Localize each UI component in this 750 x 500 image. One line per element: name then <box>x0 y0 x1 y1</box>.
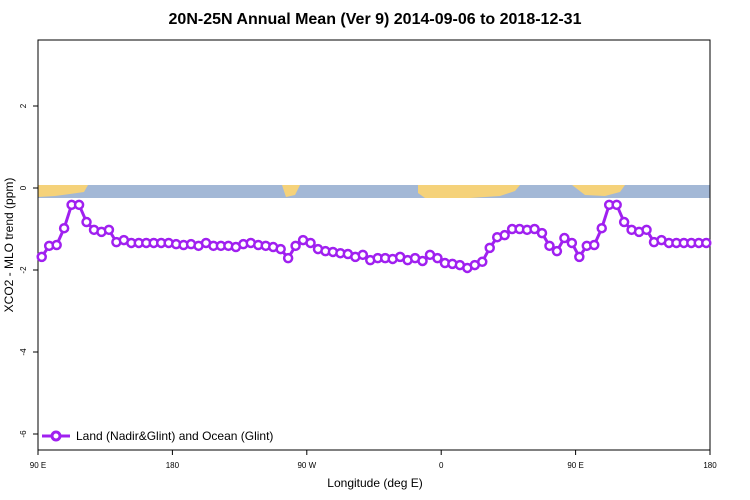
data-point <box>566 237 578 249</box>
data-point <box>701 237 712 249</box>
x-tick-label: 180 <box>703 461 717 470</box>
data-point <box>275 243 286 255</box>
data-point <box>574 251 585 263</box>
data-point <box>290 240 301 252</box>
data-point <box>641 224 652 236</box>
data-point <box>499 229 510 241</box>
land <box>418 185 520 198</box>
land-ocean-strip <box>38 185 710 198</box>
land <box>38 185 88 197</box>
x-tick-label: 90 E <box>567 461 583 470</box>
data-point <box>282 252 294 264</box>
data-point <box>618 216 630 228</box>
y-axis-label: XCO2 - MLO trend (ppm) <box>2 178 16 313</box>
data-point <box>73 199 85 211</box>
data-point <box>36 251 47 263</box>
y-tick-label: -4 <box>19 348 28 356</box>
y-tick-label: -2 <box>19 266 28 274</box>
ocean <box>38 185 710 198</box>
legend-label: Land (Nadir&Glint) and Ocean (Glint) <box>76 429 273 443</box>
data-point <box>559 232 570 244</box>
data-point <box>611 199 622 211</box>
data-point <box>357 249 369 261</box>
data-point <box>596 222 607 234</box>
chart-title: 20N-25N Annual Mean (Ver 9) 2014-09-06 t… <box>169 11 582 28</box>
data-point <box>484 242 495 254</box>
land <box>572 185 625 196</box>
x-tick-label: 90 E <box>30 461 46 470</box>
data-point <box>432 252 443 264</box>
x-tick-label: 90 W <box>297 461 316 470</box>
x-tick-label: 0 <box>439 461 444 470</box>
legend: Land (Nadir&Glint) and Ocean (Glint) <box>42 429 273 443</box>
data-point <box>58 222 70 234</box>
land <box>282 185 300 197</box>
data-point <box>477 256 488 268</box>
y-tick-label: -6 <box>19 430 28 438</box>
data-point <box>589 239 600 251</box>
legend-marker <box>50 430 62 442</box>
x-tick-label: 180 <box>166 461 180 470</box>
data-point <box>529 223 540 235</box>
data-point <box>81 216 92 228</box>
data-point <box>103 224 115 236</box>
data-point <box>551 245 563 257</box>
data-point <box>536 227 548 239</box>
data-point <box>305 237 316 249</box>
data-point <box>417 255 428 267</box>
data-point <box>544 240 555 252</box>
x-axis-label: Longitude (deg E) <box>327 476 422 490</box>
y-tick-label: 0 <box>19 185 28 190</box>
y-tick-label: 2 <box>19 103 28 108</box>
data-point <box>51 239 62 251</box>
